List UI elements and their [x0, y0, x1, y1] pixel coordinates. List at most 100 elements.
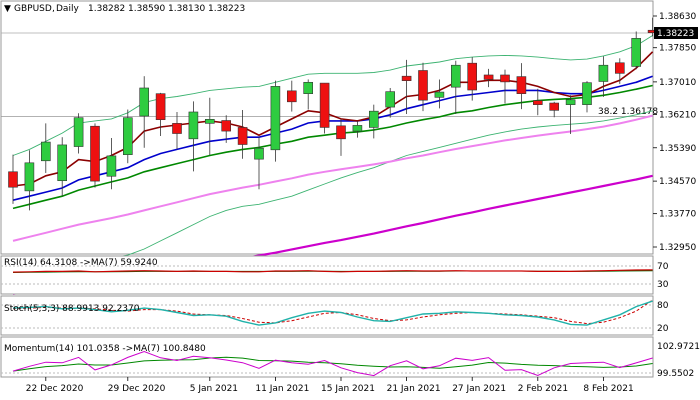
- bearish-candle-body: [483, 74, 494, 80]
- candle: [352, 120, 363, 138]
- candle: [450, 60, 461, 115]
- stoch-panel: [0, 295, 654, 336]
- candle: [24, 150, 35, 211]
- candle: [598, 56, 609, 97]
- stoch-lines: [12, 299, 653, 326]
- bearish-candle-body: [286, 90, 297, 103]
- candle: [155, 92, 166, 136]
- bullish-candle-body: [73, 117, 84, 147]
- current-price-tag: [654, 27, 698, 39]
- momentum-panel: [0, 336, 654, 378]
- current-price-value: 1.38223: [657, 29, 694, 39]
- bearish-candle-body: [221, 120, 231, 132]
- rsi-panel: [0, 255, 654, 295]
- candle: [467, 57, 478, 101]
- bullish-candle-body: [106, 155, 117, 177]
- bullish-candle-body: [598, 64, 609, 82]
- date-axis: 22 Dec 2020 29 Dec 2020 5 Jan 2021 11 Jan 2…: [26, 377, 634, 394]
- bullish-candle-body: [385, 91, 396, 108]
- bullish-candle-body: [582, 82, 592, 105]
- ma-pink-line: [12, 114, 653, 242]
- candle: [123, 109, 133, 164]
- candle: [254, 136, 264, 190]
- date-tick-label: 11 Jan 2021: [255, 384, 309, 394]
- ohlc-open: 1.38282: [88, 4, 125, 14]
- stoch-tick-20: 20: [657, 324, 669, 334]
- date-tick-label: 27 Jan 2021: [452, 384, 506, 394]
- candle: [205, 97, 215, 156]
- bearish-candle-body: [418, 70, 428, 101]
- bollinger-upper-line: [12, 35, 653, 156]
- price-tick-label: 1.38630: [659, 12, 696, 22]
- date-tick-label: 8 Feb 2021: [583, 384, 633, 394]
- bearish-candle-body: [155, 93, 166, 121]
- bearish-candle-body: [532, 100, 543, 105]
- candle: [385, 87, 396, 118]
- bearish-candle-body: [467, 62, 478, 91]
- candle: [286, 80, 297, 112]
- bullish-candle-body: [368, 110, 379, 128]
- bullish-candle-body: [352, 125, 363, 132]
- candle: [516, 63, 527, 110]
- candle: [532, 88, 543, 116]
- candle: [368, 104, 379, 139]
- candle: [90, 123, 100, 188]
- rsi-line: [12, 269, 653, 273]
- bearish-candle-body: [549, 102, 560, 111]
- ma-fast-line: [12, 51, 654, 187]
- ohlc-high: 1.38590: [128, 4, 165, 14]
- stoch-tick-80: 80: [657, 301, 669, 311]
- price-tick-label: 1.34570: [659, 177, 696, 187]
- candle: [336, 119, 346, 156]
- bullish-candle-body: [123, 117, 133, 155]
- bearish-candle-body: [500, 74, 510, 83]
- bearish-candle-body: [336, 125, 346, 140]
- price-tick-label: 1.37010: [659, 78, 696, 88]
- bullish-candle-body: [24, 162, 35, 192]
- bullish-candle-body: [631, 38, 642, 67]
- candle: [549, 101, 560, 118]
- rsi-tick-70: 70: [657, 262, 669, 272]
- momentum-lines: [12, 350, 653, 377]
- bullish-candle-body: [205, 118, 215, 124]
- stoch-label: Stoch(5,3,3) 88.9913 92.2370: [4, 304, 140, 314]
- candle: [582, 81, 592, 113]
- momentum-ma-line: [12, 356, 653, 372]
- candle: [631, 31, 642, 70]
- candle: [8, 154, 18, 204]
- candle: [319, 82, 330, 134]
- candle: [434, 79, 445, 109]
- candle: [106, 138, 117, 190]
- candle: [418, 62, 428, 112]
- momentum-tick-high: 102.9721: [657, 342, 700, 352]
- bullish-candle-body: [40, 141, 51, 162]
- candle: [221, 115, 231, 143]
- bearish-candle-body: [319, 82, 330, 128]
- momentum-line: [12, 350, 653, 377]
- ma-slow-line: [12, 84, 653, 210]
- date-tick-label: 29 Dec 2020: [108, 384, 166, 394]
- symbol-label: GBPUSD: [14, 4, 52, 14]
- rsi-lines: [12, 269, 653, 273]
- rsi-tick-30: 30: [657, 280, 669, 290]
- bullish-candle-body: [188, 111, 199, 140]
- bullish-candle-body: [254, 147, 264, 160]
- chevron-down-icon[interactable]: ▼: [4, 4, 11, 14]
- candle: [401, 59, 412, 115]
- bullish-candle-body: [270, 86, 281, 151]
- timeframe-label: Daily: [56, 4, 79, 14]
- price-tick-label: 1.32950: [659, 243, 696, 253]
- bearish-candle-body: [401, 75, 412, 81]
- bullish-candle-body: [565, 99, 576, 105]
- stoch-k-line: [12, 300, 653, 326]
- candle: [565, 95, 576, 134]
- rsi-label: RSI(14) 64.3108 ->MA(7) 59.9240: [4, 258, 158, 268]
- chart-header: ▼ GBPUSD , Daily 1.38282 1.38590 1.38130…: [4, 4, 245, 14]
- candle: [270, 80, 281, 162]
- price-axis: 1.38630 1.37850 1.37010 1.36210 1.35390 1.345…: [653, 12, 696, 253]
- fib-label: 38.2 1.36178: [598, 107, 658, 117]
- candle: [483, 68, 494, 88]
- candle: [57, 137, 68, 197]
- bullish-candle-body: [139, 87, 149, 117]
